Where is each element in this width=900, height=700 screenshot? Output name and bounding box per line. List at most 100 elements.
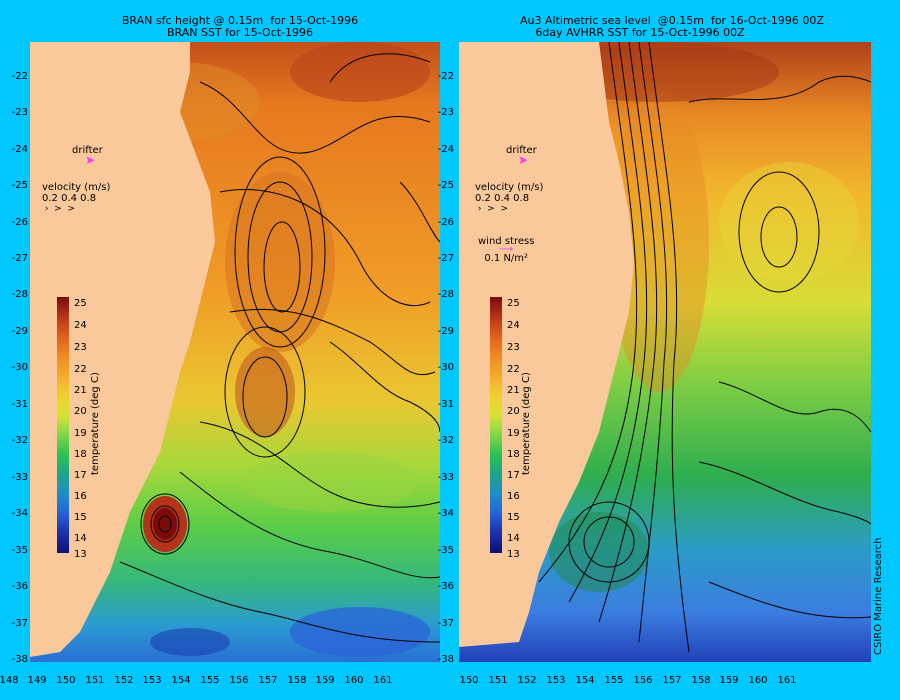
colorbar-tick: 15 [74,512,87,523]
lat-tick: -37 [11,618,28,629]
colorbar-label: temperature (deg C) [521,372,532,475]
colorbar-tick: 22 [507,364,520,375]
colorbar-tick: 24 [74,320,87,331]
lat-tick: -28 [11,289,28,300]
wind-stress-legend: wind stress ⟶ 0.1 N/m² [478,236,534,264]
velocity-scale: 0.2 0.4 0.8 [42,193,97,204]
lon-tick: 152 [114,675,134,686]
left-title-line1: BRAN sfc height @ 0.15m for 15-Oct-1996 [121,14,359,27]
lat-tick: -23 [11,107,28,118]
colorbar-label: temperature (deg C) [90,372,101,475]
right-sst-map [459,42,871,662]
lat-tick: -32 [11,435,28,446]
drifter-label: drifter [506,145,537,156]
velocity-arrow-icon: › > > [475,204,508,214]
lon-tick: 150 [459,675,479,686]
colorbar-tick: 25 [74,298,87,309]
lat-tick: -30 [11,362,28,373]
credit-label: CSIRO Marine Research [873,537,884,655]
left-sst-map [30,42,440,662]
right-drifter-legend: drifter [506,145,537,156]
lon-tick: 148 [0,675,19,686]
colorbar-tick: 21 [74,385,87,396]
lat-tick: -24 [11,144,28,155]
drifter-label: drifter [72,145,103,156]
lon-tick: 156 [633,675,653,686]
lat-tick: -30 [437,362,454,373]
lon-tick: 155 [604,675,624,686]
lat-tick: -33 [437,472,454,483]
velocity-label: velocity (m/s) [475,182,544,193]
wind-stress-label: wind stress [478,236,535,247]
lat-tick: -35 [437,545,454,556]
colorbar-tick: 14 [507,533,520,544]
lat-tick: -38 [11,654,28,665]
colorbar-tick: 13 [74,549,87,560]
lat-tick: -38 [437,654,454,665]
colorbar-tick: 17 [74,470,87,481]
lat-tick: -27 [437,253,454,264]
left-title-line2: BRAN SST for 15-Oct-1996 [166,26,314,39]
lat-tick: -22 [11,71,28,82]
lon-tick: 157 [258,675,278,686]
wind-stress-scale: 0.1 N/m² [484,253,529,264]
left-panel-title: BRAN sfc height @ 0.15m for 15-Oct-1996 B… [120,15,360,39]
colorbar-tick: 16 [507,491,520,502]
lon-tick: 151 [488,675,508,686]
lat-tick: -28 [437,289,454,300]
lat-tick: -36 [437,581,454,592]
left-drifter-legend: drifter [72,145,103,156]
lat-tick: -25 [11,180,28,191]
lat-tick: -24 [437,144,454,155]
drifter-arrow-icon: ➤ [518,153,529,167]
lat-tick: -36 [11,581,28,592]
right-panel-title: Au3 Altimetric sea level @0.15m for 16-O… [520,15,824,39]
colorbar-tick: 20 [74,406,87,417]
colorbar-tick: 22 [74,364,87,375]
lat-tick: -35 [11,545,28,556]
lon-tick: 150 [56,675,76,686]
colorbar-tick: 19 [74,428,87,439]
colorbar-tick: 20 [507,406,520,417]
lat-tick: -26 [437,217,454,228]
lat-tick: -37 [437,618,454,629]
lon-tick: 161 [777,675,797,686]
colorbar-tick: 24 [507,320,520,331]
colorbar-tick: 19 [507,428,520,439]
lon-tick: 157 [662,675,682,686]
colorbar-tick: 14 [74,533,87,544]
lat-tick: -27 [11,253,28,264]
right-title-line2: 6day AVHRR SST for 15-Oct-1996 00Z [535,26,745,39]
right-title-line1: Au3 Altimetric sea level @0.15m for 16-O… [520,14,824,27]
colorbar-tick: 23 [74,342,87,353]
lat-tick: -26 [11,217,28,228]
lat-tick: -22 [437,71,454,82]
colorbar-tick: 23 [507,342,520,353]
lon-tick: 151 [85,675,105,686]
lon-tick: 156 [229,675,249,686]
colorbar-tick: 25 [507,298,520,309]
velocity-scale: 0.2 0.4 0.8 [475,193,530,204]
temperature-colorbar-left [57,297,69,553]
lon-tick: 152 [517,675,537,686]
lon-tick: 153 [142,675,162,686]
lon-tick: 159 [719,675,739,686]
wind-stress-arrow-icon: ⟶ [499,244,514,255]
lon-tick: 161 [373,675,393,686]
left-velocity-legend: velocity (m/s) 0.2 0.4 0.8 › > > [42,182,110,215]
lat-tick: -23 [437,107,454,118]
lon-tick: 159 [315,675,335,686]
drifter-arrow-icon: ➤ [85,153,96,167]
colorbar-tick: 16 [74,491,87,502]
lon-tick: 160 [344,675,364,686]
right-velocity-legend: velocity (m/s) 0.2 0.4 0.8 › > > [475,182,543,215]
lat-tick: -29 [437,326,454,337]
lon-tick: 160 [748,675,768,686]
lon-tick: 154 [575,675,595,686]
lat-tick: -32 [437,435,454,446]
lat-tick: -29 [11,326,28,337]
colorbar-tick: 17 [507,470,520,481]
lon-tick: 155 [200,675,220,686]
colorbar-tick: 18 [74,449,87,460]
lat-tick: -34 [11,508,28,519]
